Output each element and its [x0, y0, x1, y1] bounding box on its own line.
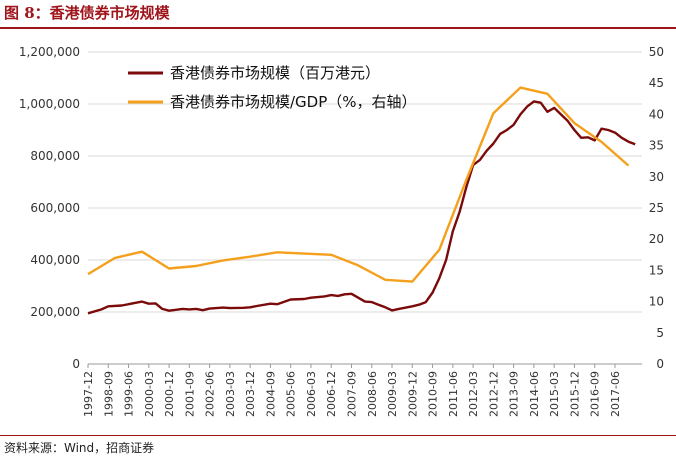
- x-tick-label: 2002-06: [204, 371, 217, 417]
- title-rule: [0, 27, 676, 29]
- legend-label-bond-gdp: 香港债券市场规模/GDP（%，右轴）: [170, 93, 417, 111]
- x-tick-label: 1998-09: [102, 371, 115, 417]
- right-tick-label: 20: [649, 232, 664, 246]
- x-tick-label: 2012-03: [467, 371, 480, 417]
- x-tick-label: 1997-12: [82, 371, 95, 417]
- x-tick-label: 2009-12: [406, 371, 419, 417]
- x-tick-label: 2005-06: [285, 371, 298, 417]
- x-tick-label: 2000-03: [143, 371, 156, 417]
- right-tick-label: 10: [649, 295, 664, 309]
- x-tick-label: 2015-12: [568, 371, 581, 417]
- x-tick-label: 2017-06: [609, 371, 622, 417]
- left-axis-ticks: 0 200,000 400,000 600,000 800,000 1,000,000 1,…: [19, 45, 80, 371]
- x-tick-label: 2015-03: [548, 371, 561, 417]
- source-rule: [0, 435, 676, 436]
- x-tick-label: 2008-06: [366, 371, 379, 417]
- source-note: 资料来源：Wind，招商证券: [4, 441, 155, 455]
- series-line-bond-size: [87, 100, 636, 315]
- x-tick-label: 2003-03: [224, 371, 237, 417]
- right-tick-label: 25: [649, 201, 664, 215]
- x-tick-label: 2000-12: [163, 371, 176, 417]
- legend-label-bond-size: 香港债券市场规模（百万港元）: [170, 64, 380, 82]
- right-tick-label: 0: [656, 357, 664, 371]
- left-tick-label: 600,000: [30, 201, 80, 215]
- x-tick-label: 2006-12: [325, 371, 338, 417]
- x-tick-label: 2010-09: [427, 371, 440, 417]
- legend: 香港债券市场规模（百万港元） 香港债券市场规模/GDP（%，右轴）: [128, 64, 417, 111]
- right-axis-ticks: 0 5 10 15 20 25 30 35 40 45 50: [649, 45, 664, 371]
- x-tick-label: 2004-09: [264, 371, 277, 417]
- left-tick-label: 800,000: [30, 149, 80, 163]
- x-tick-label: 2006-03: [305, 371, 318, 417]
- x-tick-label: 2012-12: [487, 371, 500, 417]
- left-tick-label: 200,000: [30, 305, 80, 319]
- figure-title: 图 8：香港债券市场规模: [4, 4, 170, 22]
- series-line-bond-gdp: [87, 86, 630, 283]
- x-tick-label: 2013-09: [508, 371, 521, 417]
- x-tick-label: 2007-09: [345, 371, 358, 417]
- x-tick-label: 2009-03: [386, 371, 399, 417]
- x-tick-label: 2003-12: [244, 371, 257, 417]
- x-tick-label: 2001-09: [183, 371, 196, 417]
- x-tick-label: 2016-09: [589, 371, 602, 417]
- x-tick-label: 1999-06: [123, 371, 136, 417]
- left-tick-label: 0: [72, 357, 80, 371]
- left-tick-label: 1,200,000: [19, 45, 80, 59]
- grid-lines: [88, 51, 642, 313]
- right-tick-label: 30: [649, 170, 664, 184]
- right-tick-label: 5: [656, 326, 664, 340]
- x-axis-ticks: 1997-12 1998-09 1999-06 2000-03 2000-12 2001-…: [82, 364, 622, 417]
- left-tick-label: 400,000: [30, 253, 80, 267]
- x-tick-label: 2011-06: [447, 371, 460, 417]
- bond-market-chart: 0 200,000 400,000 600,000 800,000 1,000,000 1,…: [19, 45, 664, 417]
- left-tick-label: 1,000,000: [19, 97, 80, 111]
- x-tick-label: 2014-06: [528, 371, 541, 417]
- right-tick-label: 35: [649, 139, 664, 153]
- right-tick-label: 50: [649, 45, 664, 59]
- right-tick-label: 40: [649, 107, 664, 121]
- right-tick-label: 45: [649, 76, 664, 90]
- right-tick-label: 15: [649, 263, 664, 277]
